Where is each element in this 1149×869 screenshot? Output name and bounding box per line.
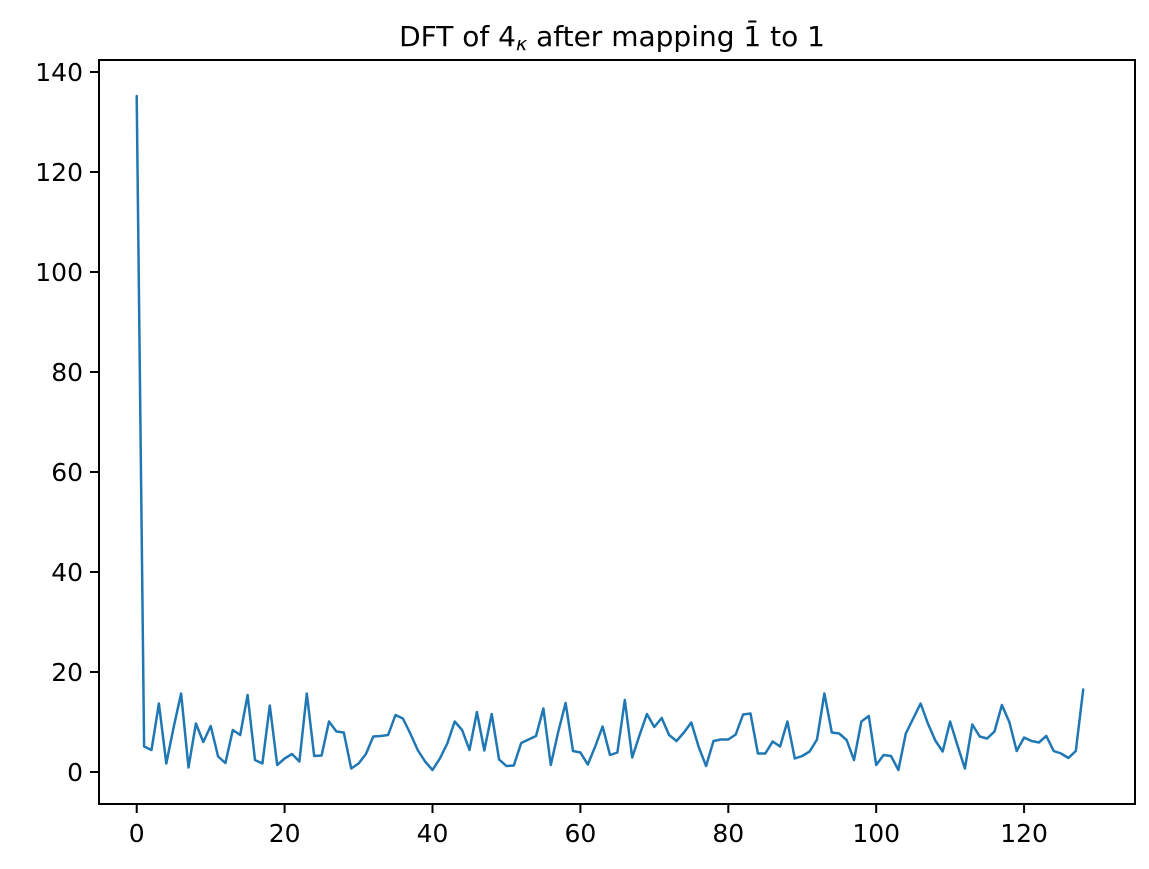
x-tick-label: 100 — [852, 819, 900, 848]
y-tick-label: 20 — [51, 658, 83, 687]
x-tick-label: 80 — [712, 819, 744, 848]
chart-title-prefix: DFT of 4 — [399, 20, 516, 53]
y-tick-label: 120 — [35, 158, 83, 187]
x-tick-label: 60 — [564, 819, 596, 848]
y-tick-label: 0 — [67, 758, 83, 787]
chart-title-subscript: κ — [515, 33, 528, 56]
axes-frame — [98, 59, 1136, 805]
x-tick-label: 0 — [129, 819, 145, 848]
data-line — [135, 94, 1085, 772]
y-tick-label: 80 — [51, 358, 83, 387]
y-tick-label: 140 — [35, 58, 83, 87]
x-tick-label: 40 — [417, 819, 449, 848]
y-tick-label: 60 — [51, 458, 83, 487]
x-tick-label: 20 — [269, 819, 301, 848]
y-tick-label: 100 — [35, 258, 83, 287]
y-tick-label: 40 — [51, 558, 83, 587]
x-tick-label: 120 — [1000, 819, 1048, 848]
chart-title-suffix: after mapping 1̄ to 1 — [527, 20, 825, 53]
chart-title: DFT of 4κ after mapping 1̄ to 1 — [399, 20, 825, 56]
